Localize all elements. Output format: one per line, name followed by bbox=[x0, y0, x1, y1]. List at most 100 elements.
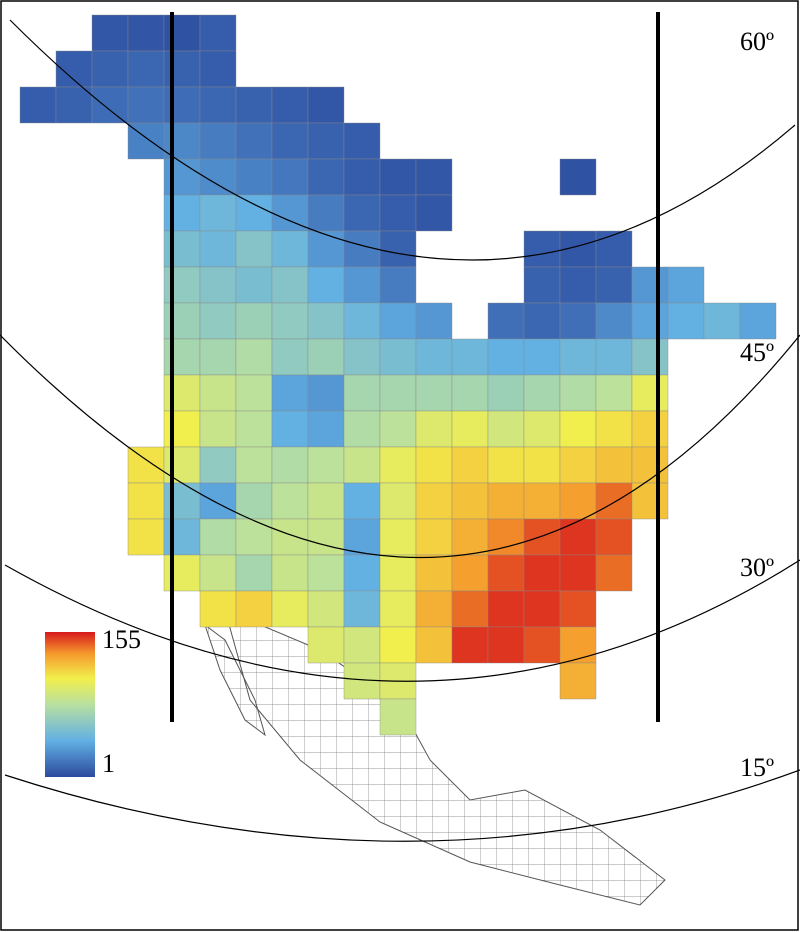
richness-cell bbox=[91, 14, 129, 52]
richness-cell bbox=[703, 302, 741, 340]
richness-cell bbox=[415, 482, 453, 520]
richness-cell bbox=[235, 590, 273, 628]
richness-cell bbox=[379, 338, 417, 376]
richness-cell bbox=[163, 302, 201, 340]
richness-cell bbox=[559, 410, 597, 448]
legend-max-label: 155 bbox=[102, 625, 141, 654]
richness-cell bbox=[307, 158, 345, 196]
richness-cell bbox=[559, 554, 597, 592]
richness-cell bbox=[307, 122, 345, 160]
richness-cell bbox=[343, 302, 381, 340]
richness-cell bbox=[271, 338, 309, 376]
richness-cell bbox=[523, 446, 561, 484]
richness-cell bbox=[523, 302, 561, 340]
richness-cell bbox=[631, 482, 669, 520]
richness-cell bbox=[523, 230, 561, 268]
richness-cell bbox=[523, 410, 561, 448]
richness-cell bbox=[415, 554, 453, 592]
latitude-label: 45º bbox=[740, 338, 774, 367]
richness-cell bbox=[127, 50, 165, 88]
richness-cell bbox=[595, 554, 633, 592]
richness-cell bbox=[91, 50, 129, 88]
richness-cell bbox=[523, 338, 561, 376]
richness-cell bbox=[415, 446, 453, 484]
latitude-label: 15º bbox=[740, 753, 774, 782]
richness-cell bbox=[271, 194, 309, 232]
richness-cell bbox=[451, 482, 489, 520]
richness-cell bbox=[379, 266, 417, 304]
richness-cell bbox=[271, 86, 309, 124]
richness-cell bbox=[163, 158, 201, 196]
richness-cell bbox=[379, 698, 417, 736]
richness-cell bbox=[379, 302, 417, 340]
richness-cell bbox=[271, 590, 309, 628]
richness-cell bbox=[343, 626, 381, 664]
richness-cell bbox=[595, 410, 633, 448]
richness-cell bbox=[379, 626, 417, 664]
cells bbox=[19, 14, 777, 736]
richness-cell bbox=[523, 374, 561, 412]
richness-cell bbox=[451, 626, 489, 664]
richness-cell bbox=[487, 410, 525, 448]
richness-cell bbox=[523, 590, 561, 628]
richness-cell bbox=[379, 482, 417, 520]
richness-cell bbox=[199, 446, 237, 484]
richness-cell bbox=[271, 122, 309, 160]
richness-cell bbox=[199, 554, 237, 592]
richness-cell bbox=[343, 590, 381, 628]
richness-cell bbox=[199, 122, 237, 160]
richness-cell bbox=[343, 266, 381, 304]
richness-cell bbox=[667, 266, 705, 304]
richness-cell bbox=[631, 410, 669, 448]
richness-cell bbox=[127, 86, 165, 124]
richness-cell bbox=[559, 338, 597, 376]
richness-cell bbox=[451, 446, 489, 484]
richness-cell bbox=[631, 446, 669, 484]
richness-cell bbox=[271, 374, 309, 412]
richness-cell bbox=[163, 374, 201, 412]
richness-cell bbox=[487, 626, 525, 664]
richness-cell bbox=[199, 266, 237, 304]
richness-cell bbox=[415, 374, 453, 412]
richness-cell bbox=[307, 590, 345, 628]
richness-cell bbox=[379, 374, 417, 412]
latitude-line bbox=[4, 769, 800, 842]
richness-cell bbox=[199, 410, 237, 448]
richness-cell bbox=[235, 194, 273, 232]
richness-cell bbox=[415, 158, 453, 196]
richness-cell bbox=[379, 158, 417, 196]
richness-cell bbox=[163, 338, 201, 376]
richness-cell bbox=[415, 194, 453, 232]
richness-cell bbox=[199, 230, 237, 268]
richness-cell bbox=[343, 374, 381, 412]
latitude-label: 60º bbox=[740, 27, 774, 56]
richness-cell bbox=[199, 86, 237, 124]
richness-cell bbox=[343, 410, 381, 448]
richness-cell bbox=[415, 590, 453, 628]
richness-cell bbox=[667, 302, 705, 340]
richness-cell bbox=[127, 14, 165, 52]
richness-cell bbox=[199, 158, 237, 196]
latitude-line bbox=[9, 19, 796, 261]
richness-cell bbox=[235, 482, 273, 520]
richness-cell bbox=[595, 482, 633, 520]
richness-cell bbox=[271, 410, 309, 448]
latitude-line bbox=[4, 559, 800, 682]
richness-cell bbox=[163, 86, 201, 124]
richness-cell bbox=[235, 302, 273, 340]
richness-cell bbox=[199, 50, 237, 88]
richness-cell bbox=[199, 374, 237, 412]
richness-cell bbox=[127, 482, 165, 520]
richness-cell bbox=[595, 338, 633, 376]
richness-cell bbox=[307, 446, 345, 484]
richness-cell bbox=[271, 158, 309, 196]
richness-cell bbox=[523, 518, 561, 556]
richness-cell bbox=[559, 374, 597, 412]
richness-cell bbox=[559, 266, 597, 304]
richness-cell bbox=[307, 194, 345, 232]
richness-cell bbox=[127, 518, 165, 556]
richness-cell bbox=[235, 230, 273, 268]
richness-cell bbox=[559, 518, 597, 556]
richness-cell bbox=[235, 86, 273, 124]
